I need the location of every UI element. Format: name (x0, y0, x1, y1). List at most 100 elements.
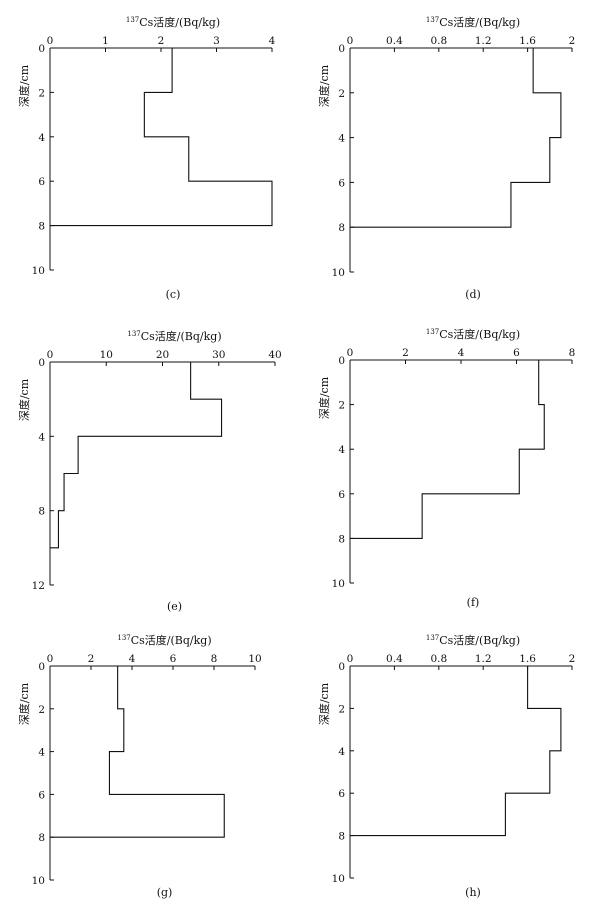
panel-caption: (h) (465, 886, 481, 899)
y-axis-label: 深度/cm (317, 682, 331, 725)
y-tick-label: 6 (38, 176, 45, 188)
y-tick-label: 0 (38, 661, 45, 673)
chart-title: 137Cs活度/(Bq/kg) (117, 633, 211, 647)
y-tick-label: 4 (338, 746, 345, 758)
x-tick-label: 2 (569, 35, 576, 47)
x-tick-label: 0.8 (430, 35, 447, 47)
x-tick-label: 2 (88, 653, 95, 665)
x-tick-label: 0 (47, 349, 54, 361)
chart-title: 137Cs活度/(Bq/kg) (426, 15, 520, 29)
y-tick-label: 2 (338, 400, 345, 412)
y-tick-label: 8 (38, 832, 45, 844)
y-axis-label: 深度/cm (317, 64, 331, 107)
title-main: Cs活度/(Bq/kg) (439, 633, 520, 647)
panel-caption: (e) (167, 600, 182, 613)
title-superscript: 137 (426, 328, 439, 336)
y-tick-label: 0 (38, 357, 45, 369)
y-tick-label: 10 (32, 265, 45, 277)
y-tick-label: 2 (38, 87, 45, 99)
title-superscript: 137 (426, 16, 439, 24)
title-superscript: 137 (117, 634, 130, 642)
x-tick-label: 8 (569, 347, 576, 359)
x-tick-label: 1 (102, 35, 109, 47)
profile-step-line (50, 48, 273, 227)
y-tick-label: 8 (38, 506, 45, 518)
chart-title: 137Cs活度/(Bq/kg) (426, 327, 520, 341)
chart-title: 137Cs活度/(Bq/kg) (426, 633, 520, 647)
x-tick-label: 10 (248, 653, 261, 665)
chart-panel: 0 0.4 0.8 1.2 1.6 2 0 2 4 6 8 10 137Cs活度/(Bq/kg) 深度/c… (317, 633, 575, 899)
panel-caption: (g) (157, 886, 173, 899)
x-tick-label: 0.4 (386, 653, 403, 665)
y-tick-label: 4 (338, 444, 345, 456)
y-tick-label: 0 (38, 43, 45, 55)
y-tick-label: 4 (38, 132, 45, 144)
x-tick-label: 2 (158, 35, 165, 47)
y-axis-label: 深度/cm (17, 64, 31, 107)
title-main: Cs活度/(Bq/kg) (131, 633, 212, 647)
x-tick-label: 4 (458, 347, 465, 359)
x-tick-label: 0 (347, 35, 354, 47)
chart-panel: 0 2 4 6 8 0 2 4 6 8 10 137Cs活度/(Bq/kg) 深度/cm (f) (317, 327, 575, 609)
title-main: Cs活度/(Bq/kg) (439, 15, 520, 29)
x-tick-label: 4 (269, 35, 276, 47)
y-tick-label: 10 (332, 267, 345, 279)
x-tick-label: 40 (268, 349, 281, 361)
y-tick-label: 8 (338, 831, 345, 843)
title-main: Cs活度/(Bq/kg) (439, 327, 520, 341)
y-axis-label: 深度/cm (317, 376, 331, 419)
panel-caption: (f) (467, 596, 480, 609)
y-tick-label: 4 (38, 747, 45, 759)
chart-panel: 0 1 2 3 4 0 2 4 6 8 10 137Cs活度/(Bq/kg) 深度/cm (c) (17, 15, 276, 301)
y-tick-label: 8 (338, 533, 345, 545)
x-tick-label: 30 (212, 349, 225, 361)
x-tick-label: 8 (211, 653, 218, 665)
y-tick-label: 6 (338, 489, 345, 501)
y-axis-label: 深度/cm (17, 682, 31, 725)
y-tick-label: 8 (338, 222, 345, 234)
x-tick-label: 2 (402, 347, 409, 359)
chart-panel: 0 2 4 6 8 10 0 2 4 6 8 10 137Cs活度/(Bq/kg) 深度/cm (g) (17, 633, 262, 899)
profile-step-line (50, 362, 223, 549)
x-tick-label: 4 (129, 653, 136, 665)
y-tick-label: 2 (338, 703, 345, 715)
title-superscript: 137 (126, 16, 139, 24)
y-tick-label: 10 (332, 578, 345, 590)
y-tick-label: 10 (332, 873, 345, 885)
x-tick-label: 0.8 (430, 653, 447, 665)
chart-title: 137Cs活度/(Bq/kg) (127, 329, 221, 343)
title-superscript: 137 (127, 330, 140, 338)
y-tick-label: 0 (338, 355, 345, 367)
x-tick-label: 10 (100, 349, 113, 361)
y-tick-label: 8 (38, 221, 45, 233)
x-tick-label: 0 (47, 653, 54, 665)
chart-panel: 0 10 20 30 40 0 4 8 12 137Cs活度/(Bq/kg) 深度/cm (e) (17, 329, 282, 613)
y-tick-label: 0 (338, 661, 345, 673)
x-tick-label: 1.2 (475, 35, 492, 47)
y-tick-label: 12 (32, 580, 45, 592)
y-tick-label: 6 (338, 788, 345, 800)
profile-step-line (350, 360, 545, 539)
x-tick-label: 0 (47, 35, 54, 47)
chart-title: 137Cs活度/(Bq/kg) (126, 15, 220, 29)
panel-caption: (c) (166, 288, 181, 301)
x-tick-label: 6 (513, 347, 520, 359)
title-main: Cs活度/(Bq/kg) (139, 15, 220, 29)
x-tick-label: 0 (347, 653, 354, 665)
x-tick-label: 1.2 (475, 653, 492, 665)
y-tick-label: 4 (338, 133, 345, 145)
title-main: Cs活度/(Bq/kg) (141, 329, 222, 343)
y-tick-label: 2 (338, 88, 345, 100)
profile-step-line (350, 666, 562, 837)
y-tick-label: 4 (38, 431, 45, 443)
y-tick-label: 6 (338, 177, 345, 189)
x-tick-label: 1.6 (519, 653, 536, 665)
y-tick-label: 0 (338, 43, 345, 55)
chart-panel: 0 0.4 0.8 1.2 1.6 2 0 2 4 6 8 10 137Cs活度/(Bq/kg) 深度/c… (317, 15, 575, 301)
x-tick-label: 0 (347, 347, 354, 359)
panel-caption: (d) (465, 288, 481, 301)
y-tick-label: 10 (32, 875, 45, 887)
x-tick-label: 6 (170, 653, 177, 665)
x-tick-label: 20 (156, 349, 169, 361)
